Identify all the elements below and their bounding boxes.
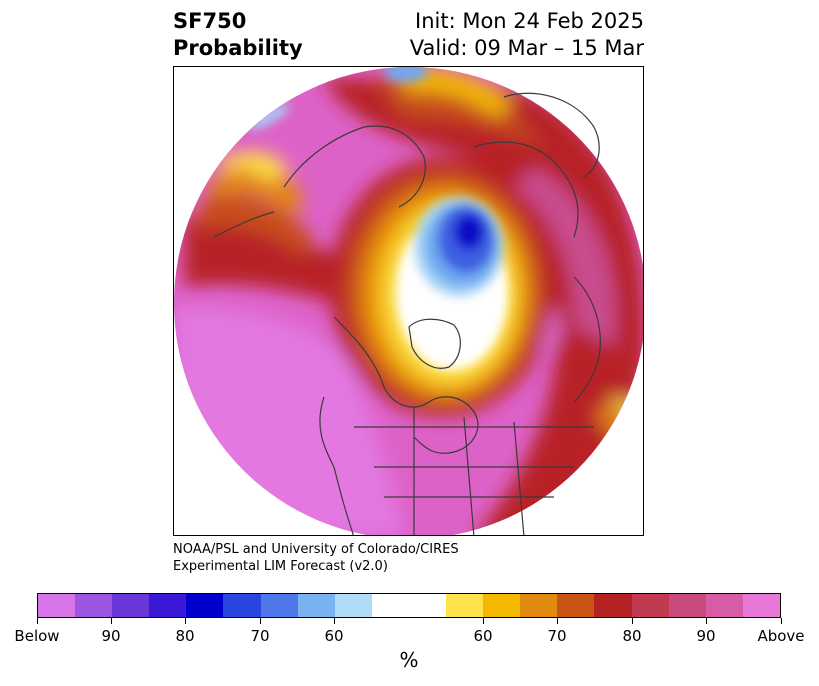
colorbar-cell — [631, 594, 669, 617]
colorbar-cell — [408, 594, 447, 617]
colorbar-cell — [520, 594, 558, 617]
colorbar-tick-mark — [706, 618, 707, 624]
valid-range-label: Valid: 09 Mar – 15 Mar — [409, 36, 644, 60]
colorbar-cell — [334, 594, 372, 617]
colorbar-cell — [668, 594, 706, 617]
colorbar-tick-mark — [557, 618, 558, 624]
map-title-right: Init: Mon 24 Feb 2025 Valid: 09 Mar – 15… — [410, 8, 644, 62]
colorbar-cell — [483, 594, 521, 617]
colorbar-tick-label: 80 — [622, 627, 642, 645]
colorbar-cell — [742, 594, 780, 617]
colorbar-unit-label: % — [399, 648, 419, 672]
credit-line-2: Experimental LIM Forecast (v2.0) — [173, 559, 388, 574]
colorbar-tick-mark — [781, 618, 782, 624]
colorbar-tick-label: 60 — [473, 627, 493, 645]
colorbar-tick-label: 60 — [324, 627, 344, 645]
credit-line-1: NOAA/PSL and University of Colorado/CIRE… — [173, 542, 459, 557]
colorbar-tick-label: 70 — [250, 627, 270, 645]
colorbar-tick-label: 90 — [696, 627, 716, 645]
colorbar-cell — [223, 594, 261, 617]
colorbar-tick-label: 90 — [101, 627, 121, 645]
init-date-label: Init: Mon 24 Feb 2025 — [415, 9, 644, 33]
colorbar-cell — [371, 594, 409, 617]
credit-text: NOAA/PSL and University of Colorado/CIRE… — [173, 541, 459, 575]
variable-label: SF750 — [173, 9, 247, 33]
colorbar-tick-mark — [260, 618, 261, 624]
colorbar-tick-mark — [111, 618, 112, 624]
colorbar-tick-mark — [632, 618, 633, 624]
colorbar-cell — [186, 594, 224, 617]
colorbar-cell — [112, 594, 150, 617]
colorbar-tick-label: 80 — [175, 627, 195, 645]
product-label: Probability — [173, 36, 303, 60]
probability-colorbar — [37, 593, 781, 618]
colorbar-cell — [75, 594, 113, 617]
forecast-map — [173, 66, 644, 536]
colorbar-tick-mark — [185, 618, 186, 624]
colorbar-tick-label: Above — [757, 627, 805, 645]
colorbar-cell — [149, 594, 187, 617]
colorbar-tick-mark — [37, 618, 38, 624]
map-title-left: SF750 Probability — [173, 8, 303, 62]
colorbar-cell — [705, 594, 743, 617]
colorbar-cell — [297, 594, 335, 617]
probability-field — [174, 67, 643, 535]
colorbar-cell — [557, 594, 595, 617]
colorbar-tick-label: 70 — [547, 627, 567, 645]
probability-map-graphic — [174, 67, 643, 535]
colorbar-cell — [260, 594, 298, 617]
coastline-overlay — [213, 92, 601, 535]
colorbar-tick-mark — [483, 618, 484, 624]
colorbar-cell — [594, 594, 632, 617]
colorbar-cell — [38, 594, 76, 617]
colorbar-cell — [446, 594, 484, 617]
colorbar-tick-mark — [334, 618, 335, 624]
colorbar-tick-label: Below — [14, 627, 60, 645]
